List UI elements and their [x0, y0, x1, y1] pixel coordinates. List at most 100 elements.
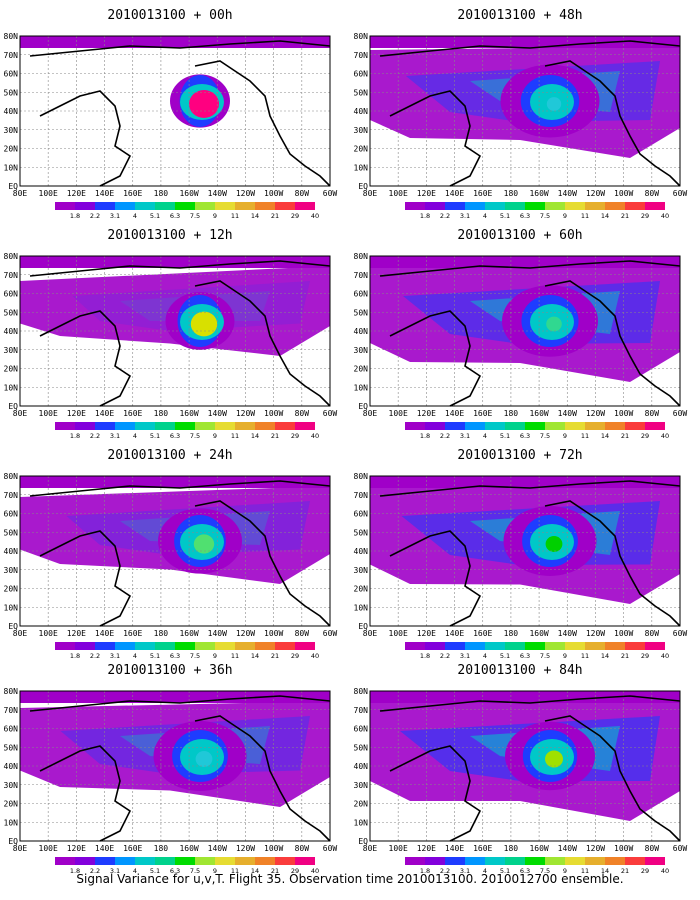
lon-label: 120E — [67, 189, 86, 198]
lat-label: 20N — [354, 145, 369, 154]
colorbar-label: 3.1 — [460, 867, 470, 875]
lon-label: 100E — [389, 189, 408, 198]
colorbar-label: 2.2 — [90, 212, 100, 220]
panel-title: 2010013100 + 12h — [107, 228, 233, 243]
lat-label: 30N — [4, 566, 19, 575]
lon-label: 80W — [645, 844, 660, 853]
colorbar-swatch — [195, 857, 215, 865]
lon-label: 80E — [363, 629, 378, 638]
lon-label: 140W — [558, 189, 577, 198]
colorbar-swatch — [445, 202, 465, 210]
colorbar-label: 6.3 — [520, 652, 530, 660]
lon-label: 180 — [504, 629, 519, 638]
lat-label: 40N — [4, 547, 19, 556]
lat-label: 50N — [354, 88, 369, 97]
colorbar-swatch — [445, 422, 465, 430]
lat-label: 60N — [354, 725, 369, 734]
lon-label: 180 — [154, 189, 169, 198]
colorbar-label: 2.2 — [90, 867, 100, 875]
lon-label: 180 — [154, 629, 169, 638]
lon-label: 160W — [179, 844, 198, 853]
colorbar-label: 1.8 — [70, 432, 80, 440]
lon-label: 100E — [389, 844, 408, 853]
colorbar-label: 2.2 — [90, 652, 100, 660]
colorbar-swatch — [155, 857, 175, 865]
colorbar-swatch — [235, 422, 255, 430]
colorbar-swatch — [155, 642, 175, 650]
lon-label: 160W — [529, 629, 548, 638]
lat-label: 70N — [354, 706, 369, 715]
colorbar-label: 1.8 — [70, 652, 80, 660]
colorbar-swatch — [195, 202, 215, 210]
colorbar-label: 4 — [133, 212, 137, 220]
colorbar-label: 4 — [483, 212, 487, 220]
lat-label: 40N — [4, 107, 19, 116]
lon-label: 160W — [179, 189, 198, 198]
colorbar-swatch — [445, 642, 465, 650]
colorbar-label: 1.8 — [420, 432, 430, 440]
colorbar-label: 6.3 — [170, 652, 180, 660]
lon-label: 120W — [586, 844, 605, 853]
lon-label: 100E — [39, 409, 58, 418]
lat-label: 30N — [354, 346, 369, 355]
colorbar-swatch — [565, 422, 585, 430]
colorbar-label: 1.8 — [420, 652, 430, 660]
colorbar-label: 7.5 — [540, 432, 550, 440]
colorbar-swatch — [135, 202, 155, 210]
lat-label: 20N — [4, 365, 19, 374]
colorbar-swatch — [605, 202, 625, 210]
lon-label: 140W — [558, 629, 577, 638]
lon-label: 140E — [445, 629, 464, 638]
colorbar-label: 11 — [231, 867, 239, 875]
map-panel: 2010013100 + 60h 80N 70N 60N 50N 40N 30N 20N 10N… — [350, 220, 690, 440]
colorbar-swatch — [625, 857, 645, 865]
lon-label: 140W — [558, 409, 577, 418]
colorbar-label: 5.1 — [150, 867, 160, 875]
lat-label: 10N — [4, 383, 19, 392]
lat-label: 80N — [354, 32, 369, 41]
colorbar-swatch — [135, 422, 155, 430]
colorbar-swatch — [275, 422, 295, 430]
colorbar-swatch — [275, 642, 295, 650]
colorbar-label: 6.3 — [170, 212, 180, 220]
lat-label: 20N — [354, 800, 369, 809]
colorbar-swatch — [55, 202, 75, 210]
lon-label: 80W — [645, 409, 660, 418]
colorbar-label: 40 — [661, 652, 669, 660]
lat-label: 30N — [354, 781, 369, 790]
colorbar-label: 9 — [213, 652, 217, 660]
colorbar-swatch — [195, 422, 215, 430]
lat-label: EQ — [358, 837, 368, 846]
colorbar-swatch — [275, 857, 295, 865]
colorbar-label: 5.1 — [150, 432, 160, 440]
lon-label: 120E — [417, 629, 436, 638]
lat-label: 60N — [4, 725, 19, 734]
colorbar: 1.8 2.2 3.1 4 5.1 6.3 7.5 9 11 14 21 29 40 — [55, 642, 319, 660]
lon-label: 160W — [179, 629, 198, 638]
colorbar-swatch — [545, 642, 565, 650]
colorbar-label: 9 — [563, 867, 567, 875]
lon-label: 80E — [13, 189, 28, 198]
lat-label: 70N — [354, 491, 369, 500]
colorbar-swatch — [525, 202, 545, 210]
colorbar-label: 40 — [661, 212, 669, 220]
lat-label: 20N — [4, 800, 19, 809]
colorbar-swatch — [115, 857, 135, 865]
colorbar-swatch — [175, 202, 195, 210]
colorbar-swatch — [135, 857, 155, 865]
colorbar-label: 3.1 — [460, 432, 470, 440]
colorbar-swatch — [405, 422, 425, 430]
colorbar-swatch — [565, 857, 585, 865]
lon-label: 60W — [323, 409, 338, 418]
lat-label: 70N — [4, 51, 19, 60]
lon-label: 100E — [389, 409, 408, 418]
colorbar-label: 5.1 — [150, 212, 160, 220]
map-panel: 2010013100 + 84h 80N 70N 60N 50N 40N 30N 20N 10N… — [350, 655, 690, 875]
lon-label: 80E — [363, 844, 378, 853]
lon-label: 140E — [95, 844, 114, 853]
colorbar-swatch — [75, 857, 95, 865]
lon-label: 120W — [236, 409, 255, 418]
lon-label: 160W — [529, 844, 548, 853]
colorbar-label: 29 — [641, 652, 649, 660]
panel-title: 2010013100 + 60h — [457, 228, 583, 243]
